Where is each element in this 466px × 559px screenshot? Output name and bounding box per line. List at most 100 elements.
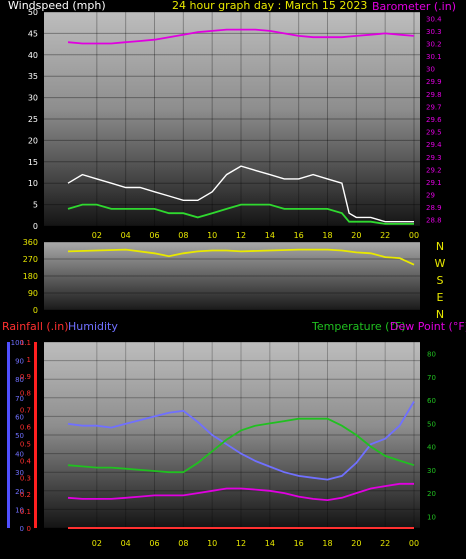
temp-x-tick-label: 22	[380, 539, 390, 548]
humidity-axis-title: Humidity	[68, 320, 118, 333]
wind-x-tick-label: 10	[207, 231, 217, 240]
barometer-y-tick-label: 29.1	[426, 179, 442, 187]
barometer-y-tick-label: 28.8	[426, 217, 442, 225]
wind-y-tick-label: 35	[28, 72, 38, 81]
rainfall-y-tick-label: 0.2	[20, 491, 31, 499]
humidity-y-tick-label: 20	[15, 488, 24, 496]
humidity-y-tick-label: 100	[11, 339, 24, 347]
temp-x-tick-label: 20	[351, 539, 361, 548]
dew-point-axis-title: Dew Point (°F)	[390, 320, 466, 333]
temp-x-tick-label: 04	[121, 539, 131, 548]
compass-label: N	[436, 308, 444, 321]
temp-x-tick-label: 18	[322, 539, 332, 548]
barometer-axis-title: Barometer (.in)	[372, 0, 456, 13]
wind-barometer-series	[67, 28, 415, 225]
barometer-y-tick-label: 29.4	[426, 141, 442, 149]
barometer-y-tick-label: 29.6	[426, 116, 442, 124]
wind-x-tick-label: 18	[322, 231, 332, 240]
barometer-y-tick-label: 29.3	[426, 154, 442, 162]
barometer-y-tick-label: 29.8	[426, 91, 442, 99]
wind-y-tick-label: 10	[28, 179, 38, 188]
barometer-y-tick-label: 29	[426, 192, 435, 200]
rainfall-y-tick-label: 1	[27, 356, 31, 364]
wind-y-tick-label: 25	[28, 115, 38, 124]
temp-x-tick-label: 06	[149, 539, 159, 548]
rainfall-y-tick-label: 0.4	[20, 457, 32, 465]
direction-y-tick-label: 360	[23, 238, 38, 247]
barometer-line	[67, 28, 415, 45]
rainfall-y-axis-labels: 0 0.1 0.2 0.3 0.4 0.5 0.6 0.7 0.8 0.9 1 1.1	[20, 339, 32, 533]
rainfall-axis-title: Rainfall (.in)	[2, 320, 69, 333]
temperature-y-tick-label: 30	[427, 467, 436, 475]
humidity-y-tick-label: 40	[15, 451, 24, 459]
rainfall-y-tick-label: 0.6	[20, 424, 32, 432]
wind-plot-area	[44, 12, 420, 226]
barometer-y-tick-label: 29.7	[426, 103, 442, 111]
humidity-y-tick-label: 80	[15, 376, 24, 384]
rainfall-y-tick-label: 0.3	[20, 474, 31, 482]
wind-x-tick-label: 08	[178, 231, 188, 240]
wind-gridlines	[44, 11, 420, 227]
temperature-y-tick-label: 70	[427, 374, 436, 382]
temperature-y-tick-label: 10	[427, 513, 436, 521]
barometer-y-tick-label: 30.2	[426, 40, 442, 48]
compass-label: W	[435, 257, 446, 270]
humidity-y-tick-label: 50	[15, 432, 24, 440]
direction-y-axis-labels: 0 90 180 270 360	[23, 238, 38, 315]
rainfall-y-tick-label: 1.1	[20, 339, 31, 347]
humidity-y-tick-label: 70	[15, 395, 24, 403]
chart-title: 24 hour graph day : March 15 2023	[172, 0, 367, 12]
barometer-y-tick-label: 30	[426, 66, 435, 74]
temperature-y-tick-label: 20	[427, 490, 436, 498]
temp-x-tick-label: 12	[236, 539, 246, 548]
wind-y-tick-label: 0	[33, 222, 38, 231]
wind-direction-line	[67, 248, 415, 266]
humidity-y-tick-label: 10	[15, 506, 24, 514]
humidity-line	[67, 401, 415, 481]
humidity-y-tick-label: 90	[15, 358, 24, 366]
humidity-axis-bar	[7, 342, 10, 528]
wind-y-tick-label: 15	[28, 158, 38, 167]
humidity-y-axis-labels: 0 10 20 30 40 50 60 70 80 90 100	[11, 339, 24, 533]
humidity-y-tick-label: 0	[20, 525, 24, 533]
temperature-axis-title: Temperature (°F)	[311, 320, 406, 333]
wind-x-tick-label: 12	[236, 231, 246, 240]
direction-y-tick-label: 90	[28, 289, 38, 298]
barometer-y-tick-label: 28.9	[426, 204, 442, 212]
temperature-y-tick-label: 40	[427, 444, 436, 452]
wind-average-line	[67, 203, 414, 225]
wind-y-tick-label: 50	[28, 8, 38, 17]
temperature-y-tick-label: 60	[427, 397, 436, 405]
wind-x-tick-label: 02	[92, 231, 102, 240]
compass-label: S	[437, 274, 444, 287]
direction-y-tick-label: 180	[23, 272, 38, 281]
compass-label: N	[436, 240, 444, 253]
wind-y-tick-label: 30	[28, 94, 38, 103]
humidity-y-tick-label: 30	[15, 469, 24, 477]
wind-y-tick-label: 5	[33, 201, 38, 210]
direction-gridlines	[44, 241, 420, 311]
wind-x-tick-label: 14	[265, 231, 275, 240]
barometer-y-axis-labels: 28.8 28.9 29 29.1 29.2 29.3 29.4 29.5 29.6 29.7 29…	[426, 15, 442, 224]
dew-point-line	[67, 482, 414, 502]
temperature-line	[67, 417, 415, 474]
temp-series	[67, 401, 415, 529]
temperature-y-tick-label: 50	[427, 420, 436, 428]
wind-gust-line	[67, 165, 414, 223]
wind-x-tick-label: 16	[294, 231, 304, 240]
temp-x-tick-label: 14	[265, 539, 275, 548]
wind-y-tick-label: 40	[28, 51, 38, 60]
wind-x-tick-label: 06	[149, 231, 159, 240]
temp-x-tick-label: 10	[207, 539, 217, 548]
direction-series	[67, 248, 415, 266]
temp-x-tick-label: 02	[92, 539, 102, 548]
direction-y-tick-label: 0	[33, 306, 38, 315]
rainfall-y-tick-label: 0.9	[20, 373, 31, 381]
windspeed-axis-title: Windspeed (mph)	[8, 0, 106, 12]
barometer-y-tick-label: 30.1	[426, 53, 442, 61]
rainfall-y-tick-label: 0.1	[20, 508, 31, 516]
wind-x-tick-label: 22	[380, 231, 390, 240]
